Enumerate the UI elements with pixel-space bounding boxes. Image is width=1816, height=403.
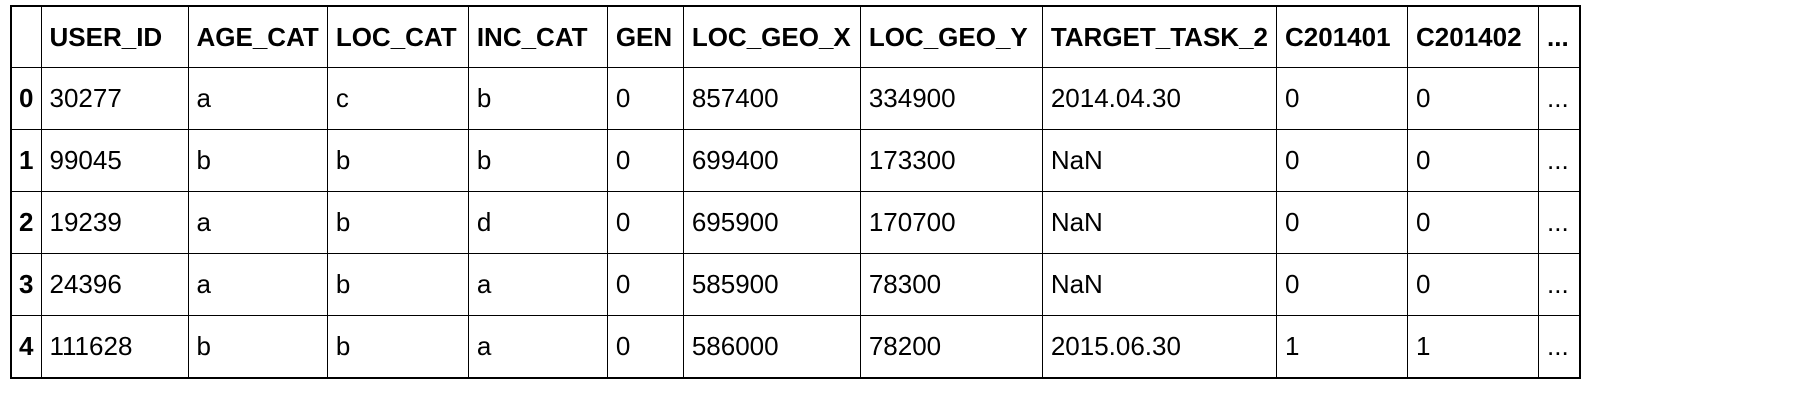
row-index: 1 [10, 129, 42, 192]
cell-loc-geo-y: 173300 [859, 129, 1043, 192]
column-header-c201401: C201401 [1276, 5, 1408, 68]
cell-loc-geo-y: 170700 [859, 191, 1043, 254]
cell-gen: 0 [606, 191, 684, 254]
cell-loc-geo-x: 857400 [682, 67, 861, 130]
table-row: 3 24396 a b a 0 585900 78300 NaN 0 0 ... [10, 253, 1580, 316]
row-index: 3 [10, 253, 42, 316]
cell-gen: 0 [606, 67, 684, 130]
cell-c201402: 0 [1407, 191, 1539, 254]
cell-c201401: 0 [1276, 67, 1408, 130]
cell-inc-cat: b [467, 67, 608, 130]
cell-age-cat: b [187, 315, 328, 379]
cell-loc-cat: b [326, 315, 469, 379]
cell-inc-cat: a [467, 253, 608, 316]
cell-age-cat: a [187, 67, 328, 130]
cell-ellipsis: ... [1538, 315, 1580, 379]
cell-loc-geo-y: 78200 [859, 315, 1043, 379]
column-header-user-id: USER_ID [40, 5, 189, 68]
cell-c201401: 0 [1276, 191, 1408, 254]
table-row: 2 19239 a b d 0 695900 170700 NaN 0 0 ..… [10, 191, 1580, 254]
cell-loc-geo-y: 334900 [859, 67, 1043, 130]
cell-loc-geo-x: 699400 [682, 129, 861, 192]
cell-gen: 0 [606, 253, 684, 316]
cell-loc-cat: b [326, 191, 469, 254]
cell-target-task-2: 2014.04.30 [1041, 67, 1278, 130]
table-row: 4 111628 b b a 0 586000 78200 2015.06.30… [10, 315, 1580, 379]
cell-user-id: 99045 [40, 129, 189, 192]
cell-target-task-2: NaN [1041, 129, 1278, 192]
cell-loc-cat: b [326, 129, 469, 192]
column-header-gen: GEN [606, 5, 684, 68]
cell-gen: 0 [606, 129, 684, 192]
column-header-loc-cat: LOC_CAT [326, 5, 469, 68]
cell-ellipsis: ... [1538, 191, 1580, 254]
cell-user-id: 19239 [40, 191, 189, 254]
cell-user-id: 30277 [40, 67, 189, 130]
index-header [10, 5, 42, 68]
row-index: 4 [10, 315, 42, 379]
cell-loc-geo-x: 586000 [682, 315, 861, 379]
cell-ellipsis: ... [1538, 129, 1580, 192]
cell-target-task-2: NaN [1041, 191, 1278, 254]
cell-target-task-2: 2015.06.30 [1041, 315, 1278, 379]
column-header-target-task-2: TARGET_TASK_2 [1041, 5, 1278, 68]
cell-c201402: 1 [1407, 315, 1539, 379]
cell-c201402: 0 [1407, 129, 1539, 192]
cell-inc-cat: d [467, 191, 608, 254]
cell-user-id: 24396 [40, 253, 189, 316]
cell-target-task-2: NaN [1041, 253, 1278, 316]
cell-inc-cat: a [467, 315, 608, 379]
cell-c201401: 0 [1276, 253, 1408, 316]
cell-loc-cat: c [326, 67, 469, 130]
table-row: 0 30277 a c b 0 857400 334900 2014.04.30… [10, 67, 1580, 130]
cell-gen: 0 [606, 315, 684, 379]
cell-age-cat: a [187, 253, 328, 316]
cell-loc-cat: b [326, 253, 469, 316]
cell-c201401: 1 [1276, 315, 1408, 379]
cell-ellipsis: ... [1538, 253, 1580, 316]
cell-loc-geo-x: 585900 [682, 253, 861, 316]
cell-c201402: 0 [1407, 253, 1539, 316]
cell-ellipsis: ... [1538, 67, 1580, 130]
column-header-inc-cat: INC_CAT [467, 5, 608, 68]
cell-user-id: 111628 [40, 315, 189, 379]
cell-age-cat: a [187, 191, 328, 254]
column-header-ellipsis: ... [1538, 5, 1580, 68]
column-header-loc-geo-x: LOC_GEO_X [682, 5, 861, 68]
dataframe-table: USER_ID AGE_CAT LOC_CAT INC_CAT GEN LOC_… [10, 5, 1581, 379]
column-header-c201402: C201402 [1407, 5, 1539, 68]
header-row: USER_ID AGE_CAT LOC_CAT INC_CAT GEN LOC_… [10, 5, 1580, 68]
cell-age-cat: b [187, 129, 328, 192]
column-header-age-cat: AGE_CAT [187, 5, 328, 68]
cell-c201401: 0 [1276, 129, 1408, 192]
row-index: 0 [10, 67, 42, 130]
row-index: 2 [10, 191, 42, 254]
column-header-loc-geo-y: LOC_GEO_Y [859, 5, 1043, 68]
cell-inc-cat: b [467, 129, 608, 192]
cell-loc-geo-x: 695900 [682, 191, 861, 254]
cell-c201402: 0 [1407, 67, 1539, 130]
table-row: 1 99045 b b b 0 699400 173300 NaN 0 0 ..… [10, 129, 1580, 192]
dataframe-output: USER_ID AGE_CAT LOC_CAT INC_CAT GEN LOC_… [10, 5, 1581, 379]
cell-loc-geo-y: 78300 [859, 253, 1043, 316]
